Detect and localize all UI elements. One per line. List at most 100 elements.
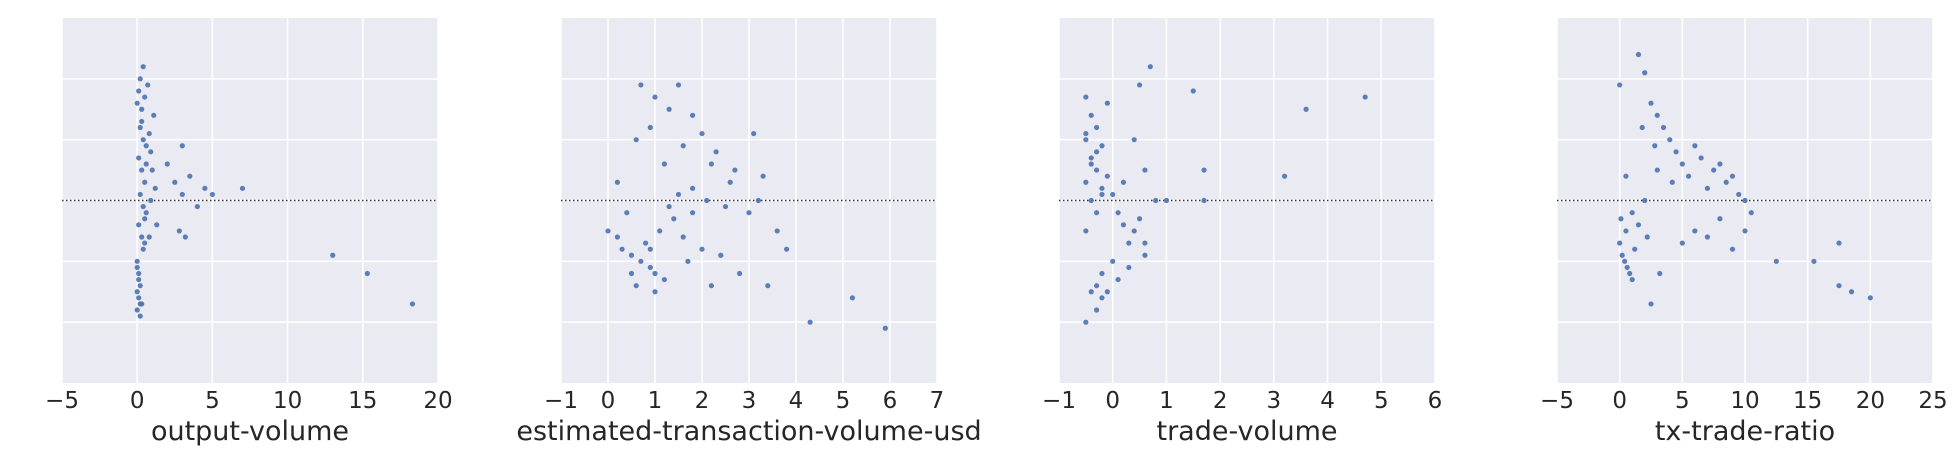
- data-point: [1362, 94, 1368, 100]
- data-point: [1667, 137, 1673, 143]
- x-axis-label: tx-trade-ratio: [1655, 416, 1835, 447]
- x-tick-label: 15: [1793, 388, 1822, 414]
- data-point: [1729, 173, 1736, 179]
- data-point: [1648, 100, 1654, 106]
- data-point: [1836, 283, 1842, 289]
- data-point: [1867, 295, 1873, 301]
- data-point: [755, 197, 762, 204]
- data-point: [708, 161, 715, 167]
- data-point: [1110, 258, 1116, 264]
- data-point: [1629, 210, 1635, 216]
- data-point: [239, 185, 246, 191]
- data-point: [1120, 179, 1127, 185]
- data-point: [182, 234, 188, 240]
- data-point: [1622, 258, 1628, 264]
- data-point: [675, 82, 682, 88]
- data-point: [1099, 295, 1105, 301]
- data-point: [1083, 228, 1089, 234]
- x-tick-label: 5: [1374, 388, 1389, 414]
- data-point: [1635, 222, 1642, 228]
- data-point: [1686, 173, 1692, 179]
- data-point: [1083, 94, 1089, 100]
- data-point: [765, 283, 771, 289]
- data-point: [202, 185, 208, 191]
- data-point: [134, 100, 140, 106]
- data-point: [1147, 64, 1153, 70]
- x-tick-label: 20: [423, 388, 452, 414]
- data-point: [1619, 252, 1625, 258]
- data-point: [1642, 70, 1648, 76]
- data-point: [137, 191, 143, 198]
- data-point: [647, 124, 653, 131]
- data-point: [137, 283, 143, 289]
- data-point: [1742, 228, 1748, 234]
- data-point: [704, 197, 710, 204]
- data-point: [614, 234, 621, 240]
- data-point: [1627, 270, 1633, 277]
- data-point: [1115, 276, 1121, 283]
- data-point: [633, 137, 639, 143]
- x-axis-label: output-volume: [151, 416, 349, 447]
- data-point: [140, 64, 146, 70]
- data-point: [1303, 106, 1309, 112]
- data-point: [139, 106, 145, 112]
- x-tick-label: 5: [205, 388, 220, 414]
- data-point: [1848, 289, 1855, 295]
- x-tick-label: 10: [273, 388, 302, 414]
- data-point: [1099, 191, 1105, 198]
- data-point: [1104, 173, 1110, 179]
- data-point: [657, 228, 663, 234]
- data-point: [1644, 234, 1650, 240]
- data-point: [849, 295, 856, 301]
- data-point: [647, 246, 653, 252]
- data-point: [732, 167, 738, 173]
- data-point: [1094, 210, 1100, 216]
- data-point: [143, 143, 149, 149]
- data-point: [1094, 307, 1100, 313]
- data-point: [1704, 185, 1710, 191]
- data-point: [136, 276, 142, 283]
- data-point: [149, 167, 155, 173]
- data-point: [1654, 167, 1660, 173]
- data-point: [666, 203, 672, 210]
- data-point: [1654, 112, 1660, 118]
- data-point: [1142, 167, 1148, 173]
- data-point: [1635, 51, 1642, 58]
- data-point: [1679, 240, 1685, 246]
- data-point: [1094, 124, 1100, 131]
- data-point: [137, 313, 143, 319]
- data-point: [1163, 197, 1170, 204]
- data-point: [784, 246, 790, 252]
- x-tick-label: 3: [1267, 388, 1282, 414]
- data-point: [134, 264, 140, 271]
- data-point: [151, 112, 157, 118]
- data-point: [652, 289, 658, 295]
- data-point: [409, 301, 416, 307]
- x-tick-label: 3: [742, 388, 757, 414]
- x-tick-label: 10: [1730, 388, 1759, 414]
- data-point: [146, 130, 152, 137]
- data-point: [746, 210, 752, 216]
- x-tick-label: 1: [648, 388, 663, 414]
- data-point: [1629, 276, 1635, 283]
- data-point: [1120, 222, 1127, 228]
- x-axis-label: estimated-transaction-volume-usd: [516, 416, 981, 447]
- data-point: [1698, 155, 1704, 161]
- data-point: [807, 319, 813, 325]
- data-point: [1083, 137, 1089, 143]
- data-point: [624, 210, 630, 216]
- data-point: [1729, 246, 1736, 252]
- data-point: [1679, 161, 1685, 167]
- data-point: [1104, 100, 1110, 106]
- data-point: [680, 234, 686, 240]
- data-point: [1083, 130, 1089, 137]
- x-tick-label: 7: [930, 388, 945, 414]
- data-point: [699, 246, 705, 252]
- data-point: [140, 246, 146, 252]
- data-point: [139, 118, 145, 125]
- x-tick-label: 15: [348, 388, 377, 414]
- data-point: [139, 167, 145, 173]
- data-point: [1094, 283, 1100, 289]
- data-point: [1669, 179, 1675, 185]
- data-point: [194, 203, 200, 210]
